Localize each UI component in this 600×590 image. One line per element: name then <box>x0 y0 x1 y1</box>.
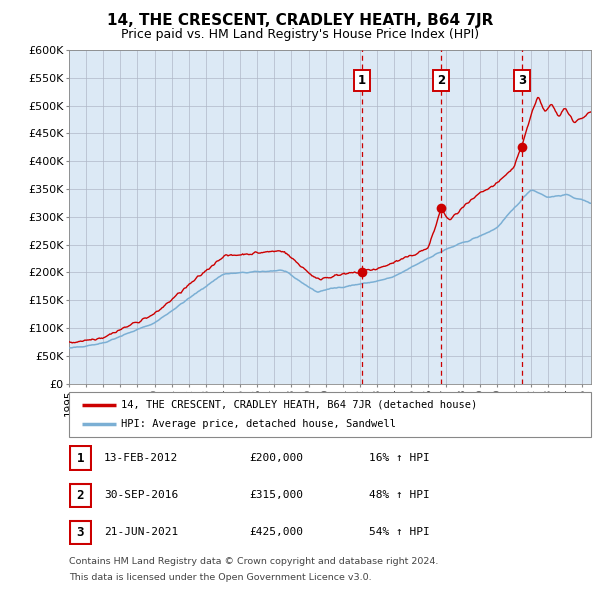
Text: 14, THE CRESCENT, CRADLEY HEATH, B64 7JR: 14, THE CRESCENT, CRADLEY HEATH, B64 7JR <box>107 13 493 28</box>
Text: 3: 3 <box>518 74 526 87</box>
Text: 14, THE CRESCENT, CRADLEY HEATH, B64 7JR (detached house): 14, THE CRESCENT, CRADLEY HEATH, B64 7JR… <box>121 400 478 409</box>
FancyBboxPatch shape <box>70 447 91 470</box>
FancyBboxPatch shape <box>69 392 591 437</box>
FancyBboxPatch shape <box>70 484 91 507</box>
Text: 54% ↑ HPI: 54% ↑ HPI <box>369 527 430 537</box>
Text: Contains HM Land Registry data © Crown copyright and database right 2024.: Contains HM Land Registry data © Crown c… <box>69 557 439 566</box>
Text: Price paid vs. HM Land Registry's House Price Index (HPI): Price paid vs. HM Land Registry's House … <box>121 28 479 41</box>
Text: £200,000: £200,000 <box>249 453 303 463</box>
Text: 1: 1 <box>77 451 84 465</box>
Text: This data is licensed under the Open Government Licence v3.0.: This data is licensed under the Open Gov… <box>69 573 371 582</box>
Text: 21-JUN-2021: 21-JUN-2021 <box>104 527 178 537</box>
Text: 30-SEP-2016: 30-SEP-2016 <box>104 490 178 500</box>
Text: £315,000: £315,000 <box>249 490 303 500</box>
Text: 16% ↑ HPI: 16% ↑ HPI <box>369 453 430 463</box>
Text: 48% ↑ HPI: 48% ↑ HPI <box>369 490 430 500</box>
Text: 2: 2 <box>437 74 445 87</box>
Text: 13-FEB-2012: 13-FEB-2012 <box>104 453 178 463</box>
Text: £425,000: £425,000 <box>249 527 303 537</box>
Text: 3: 3 <box>77 526 84 539</box>
Text: 1: 1 <box>358 74 366 87</box>
Text: 2: 2 <box>77 489 84 502</box>
Text: HPI: Average price, detached house, Sandwell: HPI: Average price, detached house, Sand… <box>121 419 396 429</box>
FancyBboxPatch shape <box>70 521 91 544</box>
